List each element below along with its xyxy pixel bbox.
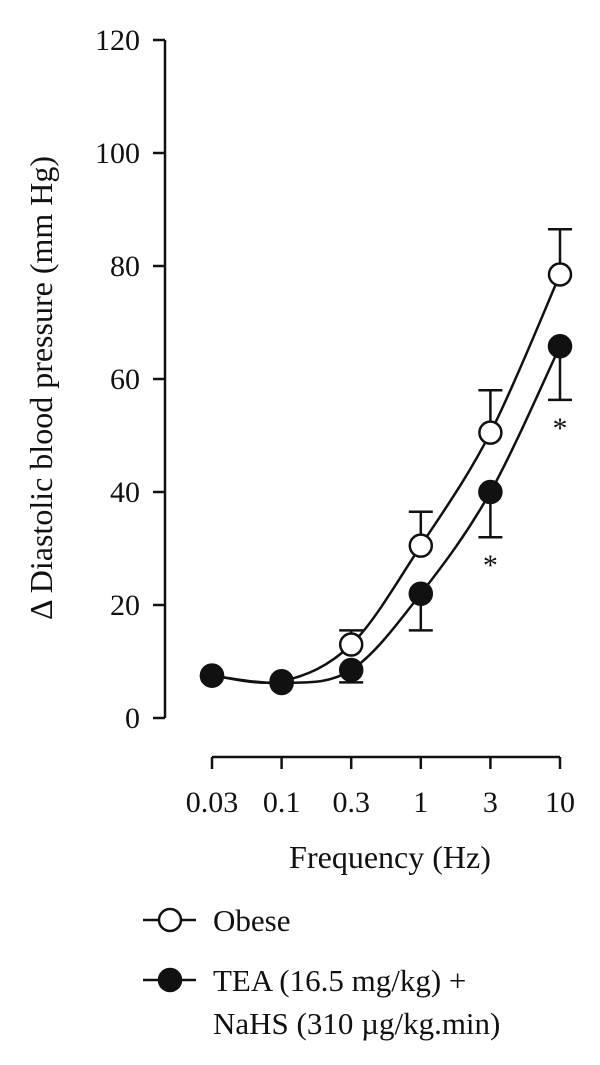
legend-item-tea-nahs: TEA (16.5 mg/kg) + NaHS (310 µg/kg.min) (143, 963, 500, 1041)
legend-marker-open (157, 907, 183, 933)
x-tick-label: 10 (545, 786, 575, 819)
data-point-filled (269, 670, 294, 696)
significance-marker: * (553, 412, 568, 445)
y-tick-label: 100 (95, 137, 140, 170)
data-point-open (478, 420, 503, 445)
legend-marker-filled (157, 967, 183, 993)
x-tick-label: 0.3 (332, 786, 370, 819)
legend-item-obese: Obese (143, 903, 290, 938)
data-point-filled (338, 657, 364, 683)
significance-marker: * (483, 549, 498, 582)
legend-label-tea-line1: TEA (16.5 mg/kg) + (213, 963, 466, 998)
series-line-0 (211, 273, 562, 685)
x-tick-label: 3 (483, 786, 498, 819)
axes: 0 20 40 60 80 100 120 0.03 0.1 0.3 1 3 10 (95, 24, 575, 819)
legend-label-obese: Obese (213, 903, 290, 938)
y-tick-label: 80 (110, 250, 140, 283)
y-tick-label: 60 (110, 363, 140, 396)
x-tick-label: 0.1 (263, 786, 301, 819)
legend-label-tea-line2: NaHS (310 µg/kg.min) (213, 1006, 500, 1041)
y-tick-label: 120 (95, 24, 140, 57)
x-tick-label: 1 (413, 786, 428, 819)
data-point-open (408, 533, 434, 558)
legend: Obese TEA (16.5 mg/kg) + NaHS (310 µg/kg… (143, 903, 500, 1041)
data-point-open (338, 632, 364, 657)
series-layer: ** (199, 228, 573, 696)
y-axis-title: Δ Diastolic blood pressure (mm Hg) (23, 156, 59, 620)
y-tick-label: 20 (110, 589, 140, 622)
y-tick-label: 40 (110, 476, 140, 509)
data-point-filled (547, 333, 573, 359)
x-axis-title: Frequency (Hz) (289, 839, 491, 875)
x-tick-label: 0.03 (186, 786, 239, 819)
data-point-open (547, 262, 573, 287)
data-point-filled (478, 479, 503, 505)
y-tick-label: 0 (125, 702, 140, 735)
data-point-filled (199, 663, 225, 688)
data-point-filled (408, 581, 434, 606)
